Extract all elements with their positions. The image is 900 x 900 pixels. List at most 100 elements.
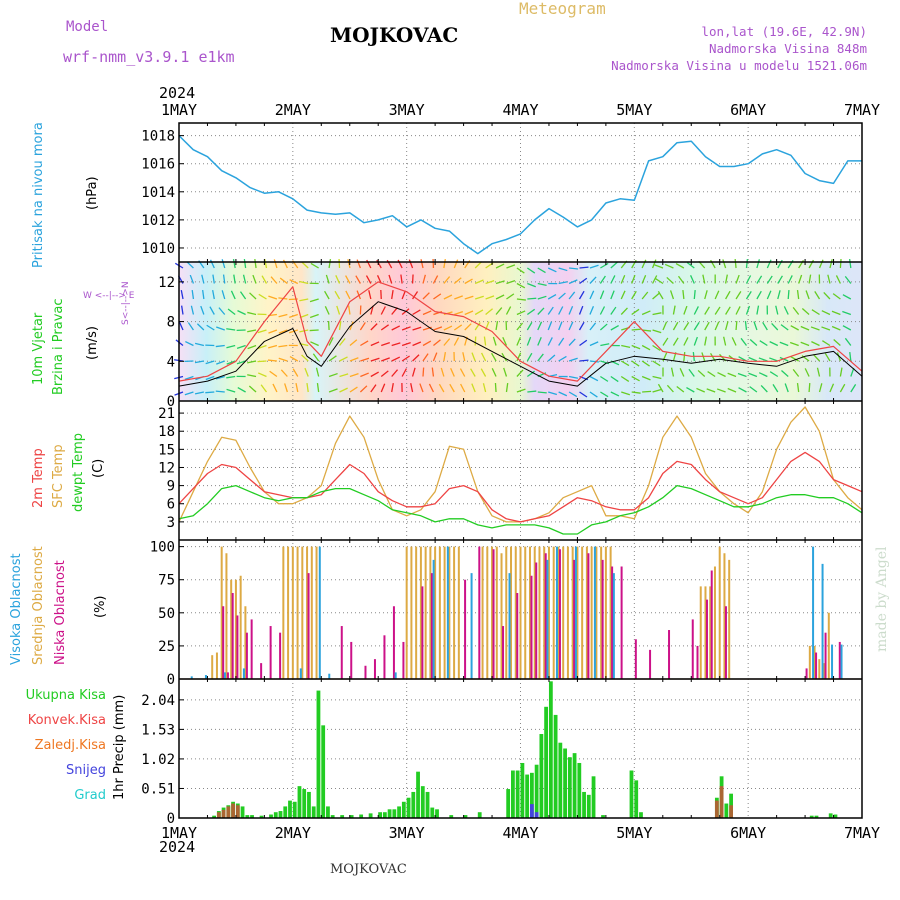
wind-arrow (474, 322, 481, 331)
wind-arrow (247, 329, 257, 333)
wind-arrow (278, 357, 288, 362)
wind-arrow (381, 341, 390, 347)
wind-arrow (324, 290, 330, 300)
wind-arrow (693, 306, 699, 315)
wind-arrow (247, 360, 257, 364)
wind-arrow (348, 305, 351, 315)
wind-arrow (480, 368, 487, 377)
station-title: MOJKOVAC (330, 23, 459, 47)
altitude-model-label: Nadmorska Visina u modelu 1521.06m (611, 58, 867, 73)
wind-arrow (516, 388, 526, 393)
total-precip-bar (629, 770, 634, 818)
wind-arrow (796, 382, 800, 393)
wind-arrow (230, 290, 236, 300)
x-tick-label-top: 1MAY (161, 101, 197, 119)
wind-arrow (641, 344, 651, 351)
wind-arrow (516, 336, 522, 346)
pressure-ylabel: Pritisak na nivou mora (31, 122, 46, 268)
wind-arrow (526, 370, 535, 378)
x-tick-label-top: 3MAY (389, 101, 425, 119)
wind-arrow (537, 282, 547, 286)
wind-arrow (516, 310, 526, 316)
wind-arrow (270, 276, 278, 284)
wind-arrow (328, 355, 337, 362)
wind-arrow (599, 306, 606, 315)
wind-arrow (756, 275, 763, 284)
wind-arrow (516, 267, 525, 274)
wind-arrow (610, 290, 615, 300)
wind-arrow (790, 356, 799, 362)
wind-arrow (599, 275, 606, 284)
wind-arrow (365, 275, 372, 284)
wind-arrow (744, 320, 748, 331)
total-precip-bar (558, 742, 563, 818)
wind-arrow (759, 340, 768, 347)
wind-arrow (226, 360, 236, 365)
total-precip-bar (321, 725, 326, 818)
wind-arrow (829, 259, 833, 269)
total-precip-bar (828, 813, 833, 818)
y-tick-label: 21 (158, 406, 175, 422)
wind-arrow (304, 367, 309, 377)
total-precip-bar (809, 815, 814, 818)
wind-arrow (209, 259, 215, 269)
wind-arrow (842, 325, 852, 331)
wind-arrow (758, 372, 768, 378)
total-precip-bar (340, 815, 345, 818)
wind-arrow (490, 352, 497, 362)
wind-arrow (589, 360, 599, 363)
wind-arrow (662, 337, 669, 346)
wind-arrow (547, 337, 553, 346)
total-precip-bar (582, 791, 586, 818)
wind-arrow (735, 306, 741, 315)
temp2m-ylabel: 2m Temp (31, 448, 46, 508)
wind-arrow (284, 383, 288, 393)
footer-station: MOJKOVAC (330, 862, 407, 877)
wind-arrow (670, 367, 675, 377)
wind-arrow (641, 274, 647, 284)
snow-bar (534, 812, 539, 818)
wind-arrow (474, 309, 484, 316)
wind-arrow (568, 338, 576, 346)
wind-arrow (433, 326, 443, 331)
wind-arrow (735, 320, 738, 331)
wind-arrow (324, 306, 330, 315)
wind-arrow (672, 305, 676, 315)
wind-arrow (753, 321, 758, 331)
wind-arrow (180, 305, 184, 315)
wind-arrow (516, 369, 524, 377)
wind-arrow (818, 383, 823, 393)
wind-arrow (558, 292, 566, 300)
wind-arrow (242, 274, 247, 284)
wind-arrow (779, 341, 789, 347)
wind-arrow (201, 274, 205, 284)
wind-arrow (180, 290, 184, 300)
wind-arrow (796, 289, 800, 300)
wind-arrow (370, 341, 380, 347)
wind-arrow (731, 337, 737, 346)
wind-arrow (620, 274, 626, 284)
wind-arrow (558, 337, 565, 346)
y-tick-label: 6 (167, 497, 175, 513)
wind-arrow (526, 321, 533, 331)
wind-arrow (268, 295, 278, 300)
total-precip-bar (435, 809, 439, 818)
total-precip-bar (814, 815, 819, 818)
wind-arrow (579, 359, 589, 362)
wind-arrow (579, 339, 588, 347)
wind-arrow (686, 261, 695, 269)
wind-arrow (184, 391, 194, 396)
x-tick-label-bottom: 6MAY (730, 824, 766, 842)
wind-arrow (449, 383, 455, 393)
wind-arrow (769, 371, 779, 378)
wind-arrow (516, 282, 526, 289)
wind-arrow (578, 305, 584, 315)
wind-arrow (631, 344, 641, 350)
wind-arrow (254, 258, 257, 269)
wind-arrow (360, 340, 369, 347)
wind-arrow (787, 275, 793, 284)
wind-arrow (258, 293, 267, 300)
wind-arrow (328, 259, 332, 269)
wind-arrow (279, 277, 288, 285)
wind-arrow (380, 306, 386, 315)
